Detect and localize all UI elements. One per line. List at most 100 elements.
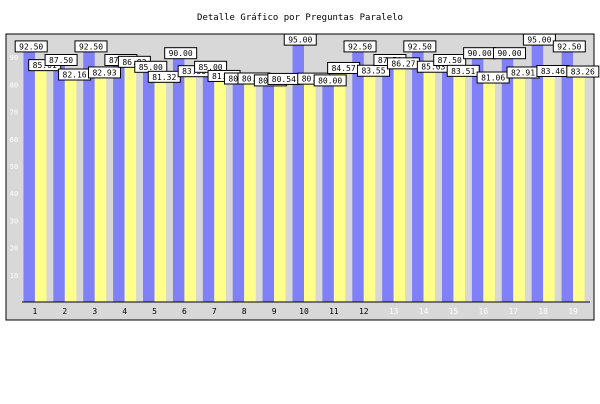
x-tick-label: 4 — [122, 307, 127, 316]
x-tick-label: 7 — [212, 307, 217, 316]
data-label-series-1: 95.00 — [527, 36, 551, 45]
data-label-series-2: 81.32 — [152, 73, 176, 82]
x-tick-label: 6 — [182, 307, 187, 316]
y-tick-label: 70 — [10, 109, 18, 117]
x-tick-label: 8 — [242, 307, 247, 316]
x-tick-label: 3 — [92, 307, 97, 316]
bar-series-1 — [292, 43, 304, 302]
y-tick-label: 10 — [10, 272, 18, 280]
bar-series-1 — [262, 84, 275, 303]
x-tick-label: 1 — [33, 307, 38, 316]
y-tick-label: 20 — [10, 245, 18, 253]
bar-series-1 — [113, 64, 125, 302]
data-label-series-2: 82.91 — [511, 68, 535, 77]
x-tick-label: 12 — [359, 307, 369, 316]
bar-series-2 — [124, 65, 137, 302]
bar-series-1 — [352, 50, 364, 303]
x-tick-label: 13 — [389, 307, 399, 316]
bar-series-2 — [393, 67, 406, 302]
data-label-series-2: 82.93 — [92, 68, 116, 77]
data-label-series-1: 95.00 — [288, 36, 312, 45]
bar-series-2 — [184, 75, 196, 303]
bar-series-1 — [322, 84, 334, 303]
data-label-series-2: 85.03 — [421, 63, 445, 72]
data-label-series-1: 92.50 — [79, 42, 103, 51]
x-tick-label: 5 — [152, 307, 157, 316]
data-label-series-2: 81.06 — [481, 74, 505, 83]
data-label-series-1-box — [403, 40, 437, 53]
bar-series-2 — [543, 74, 555, 302]
bar-series-2 — [214, 79, 226, 302]
bar-series-1 — [531, 43, 544, 302]
data-label-series-1: 87.50 — [438, 56, 462, 65]
x-tick-label: 2 — [62, 307, 67, 316]
data-label-series-2-box — [446, 64, 480, 77]
data-label-series-2-box — [87, 66, 121, 79]
data-label-series-1-box — [343, 40, 377, 53]
data-label-series-2: 82.16 — [63, 71, 87, 80]
y-tick-label: 80 — [10, 81, 18, 89]
bar-series-1 — [202, 70, 215, 302]
x-tick-label: 18 — [538, 307, 548, 316]
bar-series-1 — [501, 57, 514, 303]
chart-title: Detalle Gráfico por Preguntas Paralelo — [197, 13, 403, 23]
data-label-series-1: 80.00 — [318, 76, 342, 85]
data-label-series-1-box — [313, 74, 347, 87]
data-label-series-1: 92.50 — [19, 42, 43, 51]
data-label-series-1: 90.00 — [468, 49, 492, 58]
x-tick-label: 10 — [299, 307, 309, 316]
data-label-series-1-box — [283, 33, 317, 46]
y-tick-label: 50 — [10, 163, 18, 171]
bar-series-1 — [382, 64, 394, 302]
bar-series-2 — [244, 82, 256, 302]
bar-series-2 — [483, 81, 495, 302]
data-label-series-1-box — [14, 40, 48, 53]
data-label-series-2-box — [566, 65, 600, 78]
bar-series-1 — [471, 57, 484, 303]
data-label-series-1-box — [44, 54, 78, 66]
data-label-series-1-box — [74, 40, 108, 53]
bar-series-1 — [561, 50, 574, 303]
bar-series-2 — [94, 76, 107, 303]
bar-series-1 — [232, 82, 245, 302]
y-axis: 10 20 30 40 50 60 70 80 90 — [10, 54, 18, 280]
data-label-series-1: 90.00 — [169, 49, 193, 58]
data-label-series-2: 83.26 — [571, 68, 595, 77]
x-tick-label: 9 — [272, 307, 277, 316]
y-tick-label: 60 — [10, 136, 18, 144]
x-tick-label: 11 — [329, 307, 339, 316]
x-axis: 1 2 3 4 5 6 7 8 9 10 11 12 13 14 15 16 17 18 19 — [33, 307, 579, 316]
bar-series-1 — [83, 50, 95, 303]
bar-series-1 — [172, 57, 185, 303]
data-label-series-1: 85.00 — [139, 63, 163, 72]
bars-group — [22, 43, 590, 303]
bar-series-2 — [64, 78, 77, 302]
data-label-series-1: 92.50 — [348, 42, 372, 51]
bar-series-2 — [274, 82, 286, 302]
bar-series-2 — [304, 82, 316, 303]
data-label-series-1-box — [552, 40, 586, 53]
data-label-series-1-box — [164, 47, 198, 60]
x-tick-label: 17 — [508, 307, 518, 316]
data-label-series-1-box — [493, 47, 527, 60]
bar-series-2 — [34, 69, 47, 302]
data-label-series-2: 83.46 — [541, 67, 565, 76]
data-label-series-2: 80.54 — [272, 75, 296, 84]
data-label-series-2: 83.55 — [361, 67, 385, 76]
y-tick-label: 90 — [10, 54, 18, 62]
data-label-series-1: 90.00 — [497, 49, 521, 58]
bar-series-2 — [573, 75, 585, 302]
x-tick-label: 16 — [479, 307, 489, 316]
y-tick-label: 30 — [10, 217, 18, 225]
data-label-series-1: 92.50 — [408, 42, 432, 51]
x-tick-label: 14 — [419, 307, 429, 316]
y-tick-label: 40 — [10, 190, 18, 198]
bar-series-1 — [53, 64, 65, 302]
bar-series-1 — [412, 50, 424, 303]
bar-series-1 — [143, 70, 155, 302]
bar-series-1 — [441, 64, 454, 302]
data-label-series-2: 84.57 — [332, 64, 356, 73]
x-tick-label: 15 — [449, 307, 459, 316]
